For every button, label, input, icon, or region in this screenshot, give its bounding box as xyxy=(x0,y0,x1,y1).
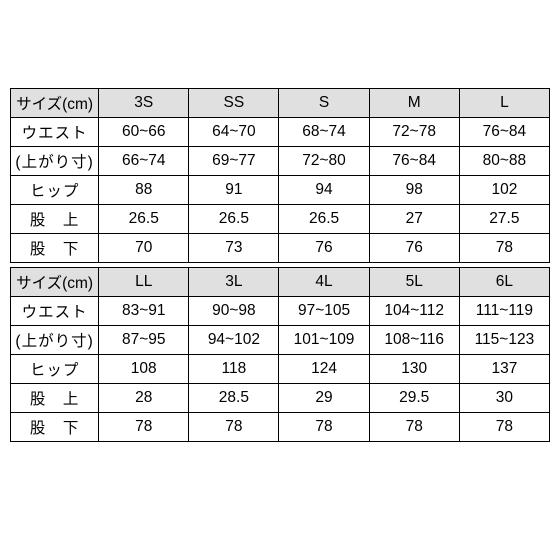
table2-row-1-label: (上がり寸) xyxy=(11,326,99,355)
table2-header-4: 5L xyxy=(369,268,459,297)
table1-row-4-cell-0: 70 xyxy=(99,234,189,263)
table1-row-0-cell-0: 60~66 xyxy=(99,118,189,147)
table1-header-5: L xyxy=(459,89,549,118)
table1-header-4: M xyxy=(369,89,459,118)
table2-header-1: LL xyxy=(99,268,189,297)
table1-row-4-cell-2: 76 xyxy=(279,234,369,263)
table2-row-1-cell-1: 94~102 xyxy=(189,326,279,355)
size-table-2: サイズ(cm) LL 3L 4L 5L 6L ウエスト83~9190~9897~… xyxy=(10,267,550,442)
table2-row-1-cell-2: 101~109 xyxy=(279,326,369,355)
table2-row-0-cell-0: 83~91 xyxy=(99,297,189,326)
table2-row-3-cell-0: 28 xyxy=(99,384,189,413)
table1-row-1-cell-4: 80~88 xyxy=(459,147,549,176)
table1-header-row: サイズ(cm) 3S SS S M L xyxy=(11,89,550,118)
table1-row-3: 股 上26.526.526.52727.5 xyxy=(11,205,550,234)
table2-header-3: 4L xyxy=(279,268,369,297)
table1-row-1-label: (上がり寸) xyxy=(11,147,99,176)
table1-row-3-cell-2: 26.5 xyxy=(279,205,369,234)
table1-row-4: 股 下7073767678 xyxy=(11,234,550,263)
table2-row-4-cell-2: 78 xyxy=(279,413,369,442)
table2-row-1-cell-3: 108~116 xyxy=(369,326,459,355)
table2-row-4-cell-0: 78 xyxy=(99,413,189,442)
table1-row-3-cell-0: 26.5 xyxy=(99,205,189,234)
table1-row-3-cell-4: 27.5 xyxy=(459,205,549,234)
table1-row-3-cell-3: 27 xyxy=(369,205,459,234)
table2-row-3-cell-1: 28.5 xyxy=(189,384,279,413)
table2-row-1-cell-0: 87~95 xyxy=(99,326,189,355)
table1-row-3-label: 股 上 xyxy=(11,205,99,234)
table2-header-0: サイズ(cm) xyxy=(11,268,99,297)
table2-row-0-label: ウエスト xyxy=(11,297,99,326)
table1-row-2-cell-0: 88 xyxy=(99,176,189,205)
table1-row-1-cell-2: 72~80 xyxy=(279,147,369,176)
table2-row-2-cell-2: 124 xyxy=(279,355,369,384)
table2-row-1-cell-4: 115~123 xyxy=(459,326,549,355)
table1-row-4-cell-4: 78 xyxy=(459,234,549,263)
table1-row-0-cell-3: 72~78 xyxy=(369,118,459,147)
table2-row-0-cell-4: 111~119 xyxy=(459,297,549,326)
table1-row-1-cell-1: 69~77 xyxy=(189,147,279,176)
table2-row-4-label: 股 下 xyxy=(11,413,99,442)
table1-row-3-cell-1: 26.5 xyxy=(189,205,279,234)
table1-row-1: (上がり寸)66~7469~7772~8076~8480~88 xyxy=(11,147,550,176)
table1-header-0: サイズ(cm) xyxy=(11,89,99,118)
table2-row-2: ヒップ108118124130137 xyxy=(11,355,550,384)
table1-row-2: ヒップ88919498102 xyxy=(11,176,550,205)
table1-header-1: 3S xyxy=(99,89,189,118)
table2-row-3: 股 上2828.52929.530 xyxy=(11,384,550,413)
table2-row-4-cell-1: 78 xyxy=(189,413,279,442)
table2-row-2-cell-4: 137 xyxy=(459,355,549,384)
table2-row-3-cell-4: 30 xyxy=(459,384,549,413)
table1-row-0-cell-4: 76~84 xyxy=(459,118,549,147)
table1-row-2-cell-3: 98 xyxy=(369,176,459,205)
table1-row-2-cell-2: 94 xyxy=(279,176,369,205)
table2-header-row: サイズ(cm) LL 3L 4L 5L 6L xyxy=(11,268,550,297)
table1-row-2-cell-1: 91 xyxy=(189,176,279,205)
table1-row-2-label: ヒップ xyxy=(11,176,99,205)
table2-row-0-cell-3: 104~112 xyxy=(369,297,459,326)
table2-row-3-cell-2: 29 xyxy=(279,384,369,413)
table2-row-4-cell-4: 78 xyxy=(459,413,549,442)
table2-row-3-label: 股 上 xyxy=(11,384,99,413)
table1-row-4-label: 股 下 xyxy=(11,234,99,263)
table2-row-2-cell-0: 108 xyxy=(99,355,189,384)
table2-row-4: 股 下7878787878 xyxy=(11,413,550,442)
table1-row-0-cell-2: 68~74 xyxy=(279,118,369,147)
table2-row-2-label: ヒップ xyxy=(11,355,99,384)
table1-row-1-cell-0: 66~74 xyxy=(99,147,189,176)
table2-row-0-cell-1: 90~98 xyxy=(189,297,279,326)
table1-row-2-cell-4: 102 xyxy=(459,176,549,205)
table1-row-0-cell-1: 64~70 xyxy=(189,118,279,147)
table1-row-0-label: ウエスト xyxy=(11,118,99,147)
table2-row-2-cell-3: 130 xyxy=(369,355,459,384)
table2-header-2: 3L xyxy=(189,268,279,297)
table2-row-3-cell-3: 29.5 xyxy=(369,384,459,413)
table2-row-0: ウエスト83~9190~9897~105104~112111~119 xyxy=(11,297,550,326)
table1-row-4-cell-1: 73 xyxy=(189,234,279,263)
table1-row-4-cell-3: 76 xyxy=(369,234,459,263)
table2-row-0-cell-2: 97~105 xyxy=(279,297,369,326)
table2-row-2-cell-1: 118 xyxy=(189,355,279,384)
table2-row-1: (上がり寸)87~9594~102101~109108~116115~123 xyxy=(11,326,550,355)
table1-header-2: SS xyxy=(189,89,279,118)
table1-row-0: ウエスト60~6664~7068~7472~7876~84 xyxy=(11,118,550,147)
table2-row-4-cell-3: 78 xyxy=(369,413,459,442)
table2-header-5: 6L xyxy=(459,268,549,297)
table1-header-3: S xyxy=(279,89,369,118)
size-table-1: サイズ(cm) 3S SS S M L ウエスト60~6664~7068~747… xyxy=(10,88,550,263)
table1-row-1-cell-3: 76~84 xyxy=(369,147,459,176)
